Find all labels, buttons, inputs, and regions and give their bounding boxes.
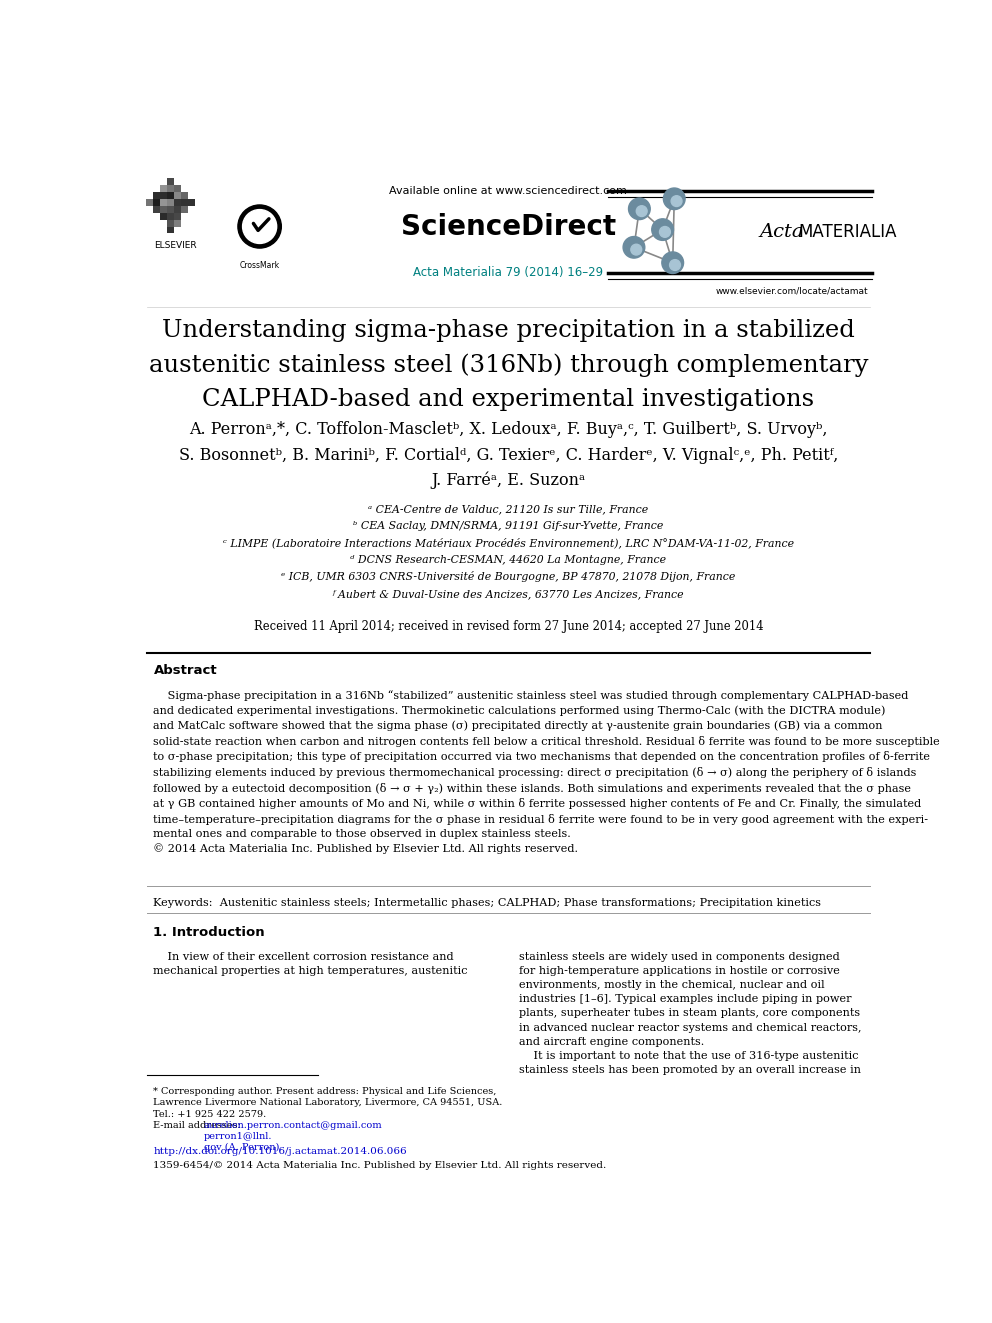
Text: Acta Materialia 79 (2014) 16–29: Acta Materialia 79 (2014) 16–29 (414, 266, 603, 279)
Text: ᵉ ICB, UMR 6303 CNRS-Université de Bourgogne, BP 47870, 21078 Dijon, France: ᵉ ICB, UMR 6303 CNRS-Université de Bourg… (282, 572, 735, 582)
Circle shape (672, 196, 682, 206)
Text: Keywords:  Austenitic stainless steels; Intermetallic phases; CALPHAD; Phase tra: Keywords: Austenitic stainless steels; I… (154, 898, 821, 908)
Circle shape (670, 259, 681, 270)
Text: A. Perronᵃ,*, C. Toffolon-Mascletᵇ, X. Ledouxᵃ, F. Buyᵃ,ᶜ, T. Guilbertᵇ, S. Urvo: A. Perronᵃ,*, C. Toffolon-Mascletᵇ, X. L… (189, 421, 827, 438)
Text: stainless steels are widely used in components designed
for high-temperature app: stainless steels are widely used in comp… (519, 951, 862, 1076)
Circle shape (660, 226, 671, 237)
Bar (174, 220, 181, 226)
Text: Available online at www.sciencedirect.com: Available online at www.sciencedirect.co… (390, 187, 627, 196)
Circle shape (238, 205, 282, 249)
Circle shape (629, 198, 650, 220)
Circle shape (652, 218, 674, 241)
Text: CrossMark: CrossMark (239, 261, 280, 270)
Bar (153, 206, 160, 213)
Text: ScienceDirect: ScienceDirect (401, 213, 616, 241)
Text: ᶠ Aubert & Duval-Usine des Ancizes, 63770 Les Ancizes, France: ᶠ Aubert & Duval-Usine des Ancizes, 6377… (332, 589, 684, 599)
Circle shape (623, 237, 645, 258)
Bar (146, 198, 153, 206)
Text: In view of their excellent corrosion resistance and
mechanical properties at hig: In view of their excellent corrosion res… (154, 951, 468, 976)
Bar (160, 198, 167, 206)
Bar (174, 192, 181, 198)
Text: Sigma-phase precipitation in a 316Nb “stabilized” austenitic stainless steel was: Sigma-phase precipitation in a 316Nb “st… (154, 691, 940, 855)
Bar (160, 192, 167, 198)
Text: www.elsevier.com/locate/actamat: www.elsevier.com/locate/actamat (715, 287, 868, 296)
Bar (160, 206, 167, 213)
Text: aurelien.perron.contact@gmail.com: aurelien.perron.contact@gmail.com (203, 1122, 383, 1130)
Bar (167, 213, 174, 220)
Circle shape (631, 245, 642, 255)
Bar (187, 198, 194, 206)
Text: J. Farréᵃ, E. Suzonᵃ: J. Farréᵃ, E. Suzonᵃ (432, 472, 585, 490)
Bar (167, 192, 174, 198)
Text: ᵈ DCNS Research-CESMAN, 44620 La Montagne, France: ᵈ DCNS Research-CESMAN, 44620 La Montagn… (350, 554, 667, 565)
Bar (167, 206, 174, 213)
Circle shape (664, 188, 685, 209)
Bar (167, 179, 174, 185)
Bar (167, 226, 174, 233)
Text: S. Bosonnetᵇ, B. Mariniᵇ, F. Cortialᵈ, G. Texierᵉ, C. Harderᵉ, V. Vignalᶜ,ᵉ, Ph.: S. Bosonnetᵇ, B. Mariniᵇ, F. Cortialᵈ, G… (179, 447, 838, 463)
Text: Understanding sigma-phase precipitation in a stabilized
austenitic stainless ste: Understanding sigma-phase precipitation … (149, 319, 868, 411)
Bar (153, 198, 160, 206)
Text: Abstract: Abstract (154, 664, 217, 677)
Circle shape (243, 209, 277, 243)
Text: E-mail addresses:: E-mail addresses: (154, 1122, 244, 1130)
Text: http://dx.doi.org/10.1016/j.actamat.2014.06.066: http://dx.doi.org/10.1016/j.actamat.2014… (154, 1147, 407, 1156)
Text: 1359-6454/© 2014 Acta Materialia Inc. Published by Elsevier Ltd. All rights rese: 1359-6454/© 2014 Acta Materialia Inc. Pu… (154, 1162, 607, 1171)
Text: * Corresponding author. Present address: Physical and Life Sciences,
Lawrence Li: * Corresponding author. Present address:… (154, 1086, 503, 1119)
Bar (174, 213, 181, 220)
Text: perron1@llnl.
gov (A. Perron).: perron1@llnl. gov (A. Perron). (203, 1132, 283, 1151)
Bar (167, 185, 174, 192)
Circle shape (636, 206, 647, 217)
Text: ELSEVIER: ELSEVIER (155, 241, 197, 250)
Bar (153, 192, 160, 198)
Bar (181, 192, 187, 198)
Text: ᵇ CEA Saclay, DMN/SRMA, 91191 Gif-sur-Yvette, France: ᵇ CEA Saclay, DMN/SRMA, 91191 Gif-sur-Yv… (353, 521, 664, 531)
Text: ᶜ LIMPE (Laboratoire Interactions Matériaux Procédés Environnement), LRC N°DAM-V: ᶜ LIMPE (Laboratoire Interactions Matéri… (223, 537, 794, 548)
Bar (181, 198, 187, 206)
Text: MATERIALIA: MATERIALIA (799, 222, 897, 241)
Bar (174, 198, 181, 206)
Bar (160, 213, 167, 220)
Text: Received 11 April 2014; received in revised form 27 June 2014; accepted 27 June : Received 11 April 2014; received in revi… (254, 620, 763, 634)
Text: ᵃ CEA-Centre de Valduc, 21120 Is sur Tille, France: ᵃ CEA-Centre de Valduc, 21120 Is sur Til… (368, 504, 649, 515)
Bar (174, 185, 181, 192)
Bar (174, 206, 181, 213)
Bar (167, 220, 174, 226)
Bar (160, 185, 167, 192)
Bar (167, 198, 174, 206)
Text: 1. Introduction: 1. Introduction (154, 926, 265, 939)
Bar (181, 206, 187, 213)
Text: Acta: Acta (760, 222, 804, 241)
Circle shape (662, 251, 683, 274)
